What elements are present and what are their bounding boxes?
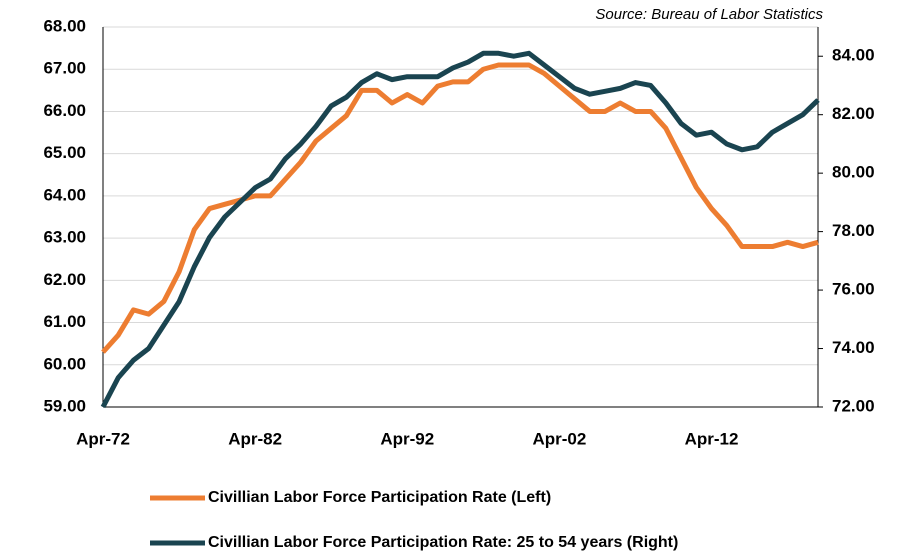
y-tick-label: 63.00: [43, 228, 86, 247]
y-tick-label: 62.00: [43, 270, 86, 289]
y2-tick-label: 82.00: [832, 104, 875, 123]
y-tick-label: 60.00: [43, 354, 86, 373]
y2-tick-label: 78.00: [832, 221, 875, 240]
x-tick-label: Apr-92: [380, 429, 434, 448]
y2-tick-label: 84.00: [832, 46, 875, 65]
y2-tick-label: 76.00: [832, 280, 875, 299]
y2-tick-label: 74.00: [832, 338, 875, 357]
y-tick-label: 64.00: [43, 185, 86, 204]
y2-tick-label: 72.00: [832, 396, 875, 415]
y-tick-label: 65.00: [43, 143, 86, 162]
y2-tick-label: 80.00: [832, 163, 875, 182]
x-tick-label: Apr-72: [76, 429, 130, 448]
data-line: [100, 50, 820, 409]
x-tick-label: Apr-82: [228, 429, 282, 448]
y-tick-label: 66.00: [43, 101, 86, 120]
y-tick-label: 67.00: [43, 59, 86, 78]
legend-label: Civillian Labor Force Participation Rate…: [208, 489, 551, 506]
legend-label: Civillian Labor Force Participation Rate…: [208, 534, 678, 551]
y-tick-label: 59.00: [43, 396, 86, 415]
y-tick-label: 68.00: [43, 16, 86, 35]
source-note: Source: Bureau of Labor Statistics: [595, 6, 823, 23]
x-tick-label: Apr-12: [685, 429, 739, 448]
y-tick-label: 61.00: [43, 312, 86, 331]
data-line: [101, 62, 819, 354]
x-tick-label: Apr-02: [532, 429, 586, 448]
